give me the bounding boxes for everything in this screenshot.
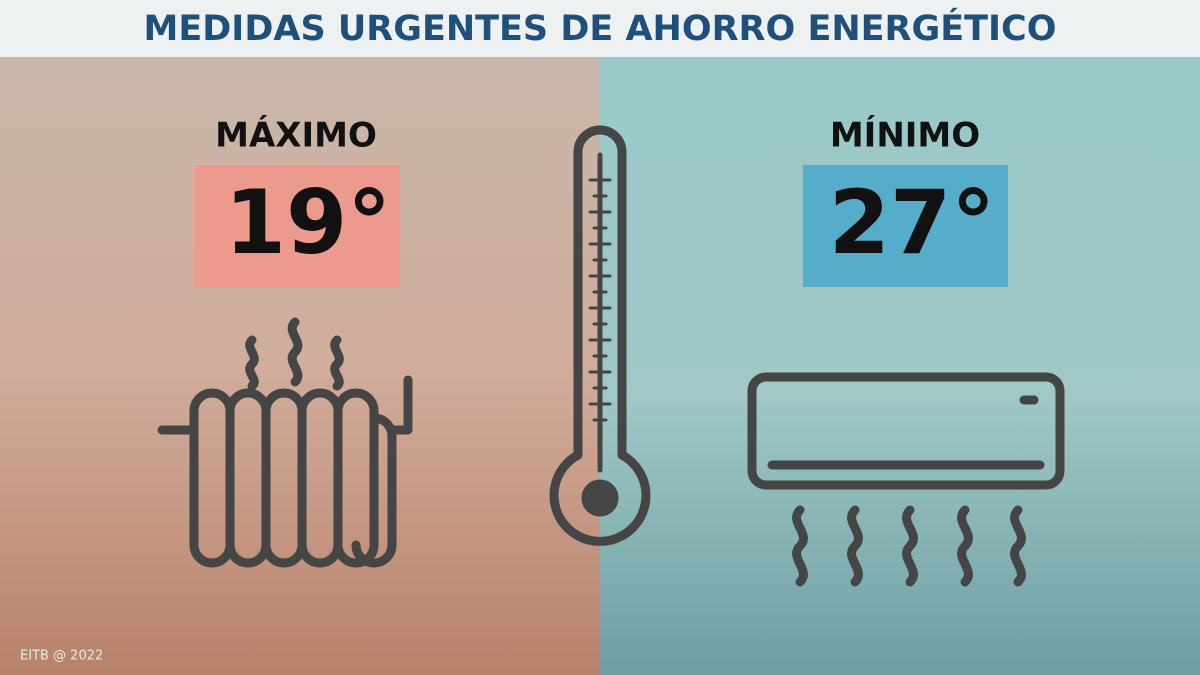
min-box: [803, 165, 1008, 287]
max-box: [194, 165, 400, 287]
radiator-icon: [157, 317, 413, 568]
min-value: 27°: [829, 171, 995, 274]
right-background: [600, 57, 1200, 675]
credit: EITB @ 2022: [20, 649, 103, 664]
min-label: MÍNIMO: [830, 115, 980, 156]
left-background: [0, 57, 600, 675]
header-bar: [0, 0, 1200, 57]
max-value: 19°: [225, 171, 391, 274]
ac-icon: [747, 372, 1065, 587]
thermometer-icon: [549, 125, 651, 546]
max-label: MÁXIMO: [215, 115, 377, 156]
title: MEDIDAS URGENTES DE AHORRO ENERGÉTICO: [144, 7, 1057, 49]
